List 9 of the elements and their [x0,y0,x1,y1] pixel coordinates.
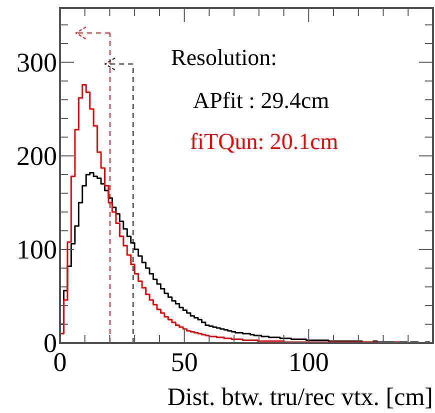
text: fiTQun: 20.1cm [190,129,338,154]
x-axis-title: Dist. btw. tru/rec vtx. [cm] [167,384,433,411]
y-tick-label: 100 [16,234,57,264]
text: APfit : 29.4cm [193,88,330,113]
legend-title: Resolution: [171,45,278,70]
x-tick-label: 100 [288,347,329,377]
x-tick-label: 50 [170,347,198,377]
y-tick-label: 200 [16,140,57,171]
y-tick-label: 300 [16,47,57,78]
